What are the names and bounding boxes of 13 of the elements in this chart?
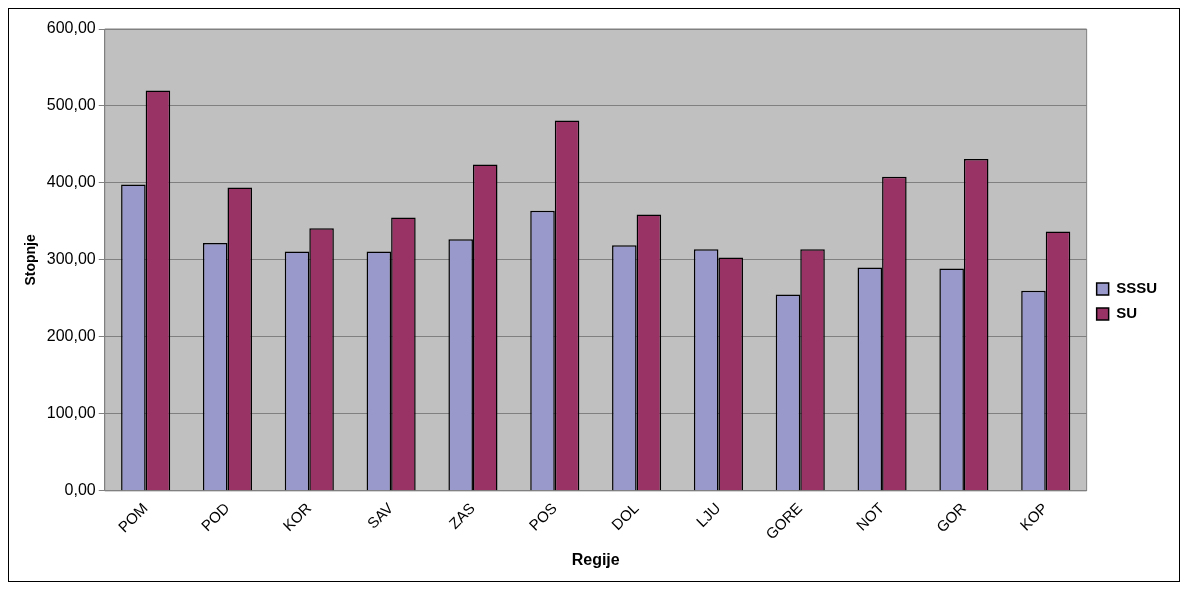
legend-label: SU [1116,304,1137,322]
y-tick-label: 500,00 [46,96,96,114]
x-axis-title: Regije [571,550,620,568]
y-tick-label: 300,00 [46,250,96,268]
y-tick-label: 0,00 [64,481,96,499]
y-tick-label: 100,00 [46,404,96,422]
x-tick-label: DOL [607,499,642,534]
y-tick-label: 600,00 [46,19,96,37]
y-tick-label: 200,00 [46,327,96,345]
legend-label: SSSU [1116,279,1158,297]
y-tick-label: 400,00 [46,173,96,191]
y-axis-title: Stopnje [22,234,39,286]
x-tick-label: LJU [692,499,724,531]
